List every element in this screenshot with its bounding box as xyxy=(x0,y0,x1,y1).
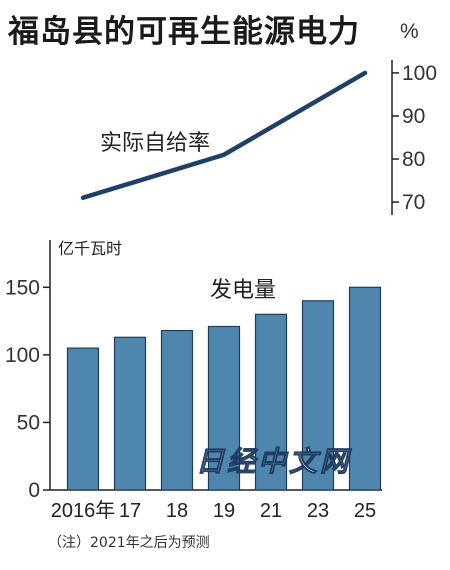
bar-23 xyxy=(301,300,335,491)
bar-y-tick-label: 0 xyxy=(28,479,40,502)
line-y-tick-label: 80 xyxy=(402,148,425,171)
x-tick-label: 21 xyxy=(260,500,282,522)
bar-21 xyxy=(254,313,288,491)
self-sufficiency-line-chart: 70 80 90 100% 实际自给率 xyxy=(80,20,437,215)
bar-19 xyxy=(207,325,241,491)
chart-title: 福岛县的可再生能源电力 xyxy=(8,14,360,50)
x-tick-label: 25 xyxy=(354,500,376,522)
bar-y-tick-label: 50 xyxy=(17,411,40,434)
bar-y-tick-label: 150 xyxy=(5,276,40,299)
x-tick-label: 19 xyxy=(213,500,235,522)
self-sufficiency-series-line xyxy=(80,70,368,201)
x-tick-label: 2016年 xyxy=(51,499,116,522)
line-unit-label: % xyxy=(400,20,419,43)
x-tick-label: 18 xyxy=(166,500,188,522)
bar-unit-label: 亿千瓦时 xyxy=(58,239,122,258)
x-tick-label: 23 xyxy=(307,500,329,522)
bar-y-tick-label: 100 xyxy=(5,344,40,367)
line-y-tick-label: 70 xyxy=(402,191,425,214)
bar-18 xyxy=(160,329,194,491)
bar-series-label: 发电量 xyxy=(210,278,276,303)
line-y-tick-label: 90 xyxy=(402,105,425,128)
bar-17 xyxy=(113,336,147,491)
x-tick-label: 17 xyxy=(119,500,141,522)
line-series-label: 实际自给率 xyxy=(100,131,210,156)
watermark-logo: 日经中文网 xyxy=(195,445,352,479)
footnote: （注）2021年之后为预测 xyxy=(48,535,210,551)
bar-2016 xyxy=(66,347,100,491)
bar-25 xyxy=(348,286,382,491)
line-y-tick-label: 100 xyxy=(402,62,437,85)
